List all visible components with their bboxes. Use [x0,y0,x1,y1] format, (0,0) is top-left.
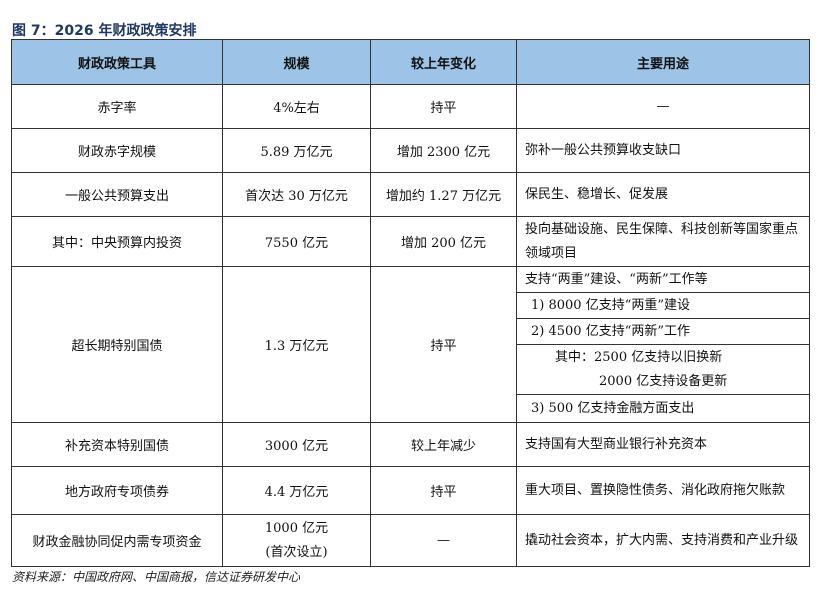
cell-tool: 补充资本特别国债 [11,422,223,467]
scale-note: (首次设立) [265,544,328,560]
cell-use: 重大项目、置换隐性债务、消化政府拖欠账款 [516,466,810,515]
cell-scale: 5.89 万亿元 [222,128,371,173]
table-row: 补充资本特别国债 3000 亿元 较上年减少 支持国有大型商业银行补充资本 [11,422,810,467]
cell-scale: 7550 亿元 [222,216,371,267]
cell-use: — [516,84,810,129]
figure-title: 图 7：2026 年财政政策安排 [12,23,197,39]
cell-change: 增加 200 亿元 [370,216,517,267]
cell-use: 2) 4500 亿支持“两新”工作 [516,318,810,345]
cell-change: 增加 2300 亿元 [370,128,517,173]
cell-scale: 1.3 万亿元 [222,266,371,423]
header-change: 较上年变化 [370,39,517,85]
table-subrow: 1) 8000 亿支持“两重”建设 [12,292,810,319]
cell-tool: 超长期特别国债 [11,266,223,423]
header-scale: 规模 [222,39,371,85]
cell-change: 持平 [370,466,517,515]
use-line: 其中：2500 亿支持以旧换新 [555,349,723,365]
table-row: 财政金融协同促内需专项资金 1000 亿元 (首次设立) — 撬动社会资本，扩大… [11,514,810,567]
table-row: 财政赤字规模 5.89 万亿元 增加 2300 亿元 弥补一般公共预算收支缺口 [11,128,810,173]
cell-use: 投向基础设施、民生保障、科技创新等国家重点领域项目 [516,216,810,267]
source-note: 资料来源：中国政府网、中国商报，信达证券研发中心 [12,570,301,584]
cell-scale: 3000 亿元 [222,422,371,467]
cell-scale: 4%左右 [222,84,371,129]
table-row: 地方政府专项债券 4.4 万亿元 持平 重大项目、置换隐性债务、消化政府拖欠账款 [11,466,810,515]
cell-change: 持平 [370,84,517,129]
table-subrow: 2) 4500 亿支持“两新”工作 [12,318,810,345]
cell-use: 其中：2500 亿支持以旧换新 2000 亿支持设备更新 [516,344,810,395]
cell-tool: 财政赤字规模 [11,128,223,173]
table-row: 超长期特别国债 1.3 万亿元 持平 支持“两重”建设、“两新”工作等 [11,266,810,423]
cell-use: 支持“两重”建设、“两新”工作等 [516,266,810,293]
table-row: 一般公共预算支出 首次达 30 万亿元 增加约 1.27 万亿元 保民生、稳增长… [11,172,810,217]
cell-tool: 赤字率 [11,84,223,129]
cell-scale: 4.4 万亿元 [222,466,371,515]
cell-scale: 首次达 30 万亿元 [222,172,371,217]
cell-change: 较上年减少 [370,422,517,467]
cell-tool: 其中：中央预算内投资 [11,216,223,267]
table-subrow: 3) 500 亿支持金融方面支出 [12,394,810,423]
cell-scale: 1000 亿元 (首次设立) [222,514,371,567]
cell-tool: 地方政府专项债券 [11,466,223,515]
header-use: 主要用途 [516,39,810,85]
use-line: 2000 亿支持设备更新 [599,373,728,389]
cell-use: 弥补一般公共预算收支缺口 [516,128,810,173]
scale-value: 1000 亿元 [264,520,329,536]
cell-use: 1) 8000 亿支持“两重”建设 [516,292,810,319]
cell-tool: 财政金融协同促内需专项资金 [11,514,223,567]
table-row: 赤字率 4%左右 持平 — [11,84,810,129]
cell-use: 保民生、稳增长、促发展 [516,172,810,217]
fiscal-policy-table: 财政政策工具 规模 较上年变化 主要用途 赤字率 4%左右 持平 — 财政赤字规… [11,39,810,567]
cell-use: 撬动社会资本，扩大内需、支持消费和产业升级 [516,514,810,567]
cell-change: 持平 [370,266,517,423]
cell-tool: 一般公共预算支出 [11,172,223,217]
cell-change: 增加约 1.27 万亿元 [370,172,517,217]
header-tool: 财政政策工具 [11,39,223,85]
table-header-row: 财政政策工具 规模 较上年变化 主要用途 [11,39,810,85]
cell-use: 3) 500 亿支持金融方面支出 [516,394,810,423]
cell-use: 支持国有大型商业银行补充资本 [516,422,810,467]
cell-change: — [370,514,517,567]
table-row: 其中：中央预算内投资 7550 亿元 增加 200 亿元 投向基础设施、民生保障… [11,216,810,267]
